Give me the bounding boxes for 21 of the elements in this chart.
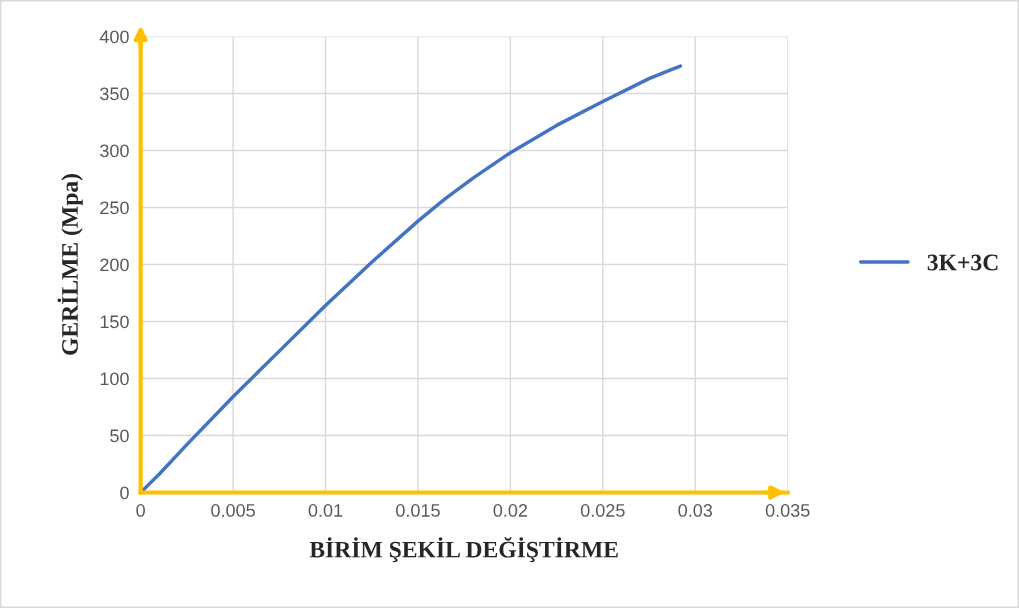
x-tick-label: 0.01 bbox=[308, 504, 343, 517]
y-axis-title: GERİLME (Mpa) bbox=[57, 174, 83, 355]
x-axis-title: BİRİM ŞEKİL DEĞİŞTİRME bbox=[309, 536, 618, 563]
line-series bbox=[140, 64, 683, 493]
x-tick-label: 0.02 bbox=[493, 504, 528, 517]
y-tick-label: 50 bbox=[110, 429, 129, 443]
x-tick-label: 0 bbox=[136, 504, 145, 517]
legend-label: 3K+3C bbox=[927, 254, 998, 271]
y-tick-label: 400 bbox=[99, 30, 129, 44]
y-tick-label: 150 bbox=[100, 315, 129, 329]
x-tick-label: 0.005 bbox=[211, 504, 255, 517]
x-tick-label: 0.03 bbox=[678, 504, 713, 517]
y-tick-label: 250 bbox=[100, 201, 129, 215]
y-tick-label: 200 bbox=[100, 258, 129, 272]
y-tick-label: 0 bbox=[120, 486, 129, 500]
y-tick-label: 350 bbox=[100, 87, 129, 101]
x-tick-label: 0.015 bbox=[396, 504, 440, 517]
y-tick-label: 300 bbox=[100, 144, 129, 158]
y-tick-label: 100 bbox=[100, 372, 129, 386]
x-tick-label: 0.025 bbox=[580, 504, 625, 517]
x-tick-label: 0.035 bbox=[765, 504, 810, 517]
